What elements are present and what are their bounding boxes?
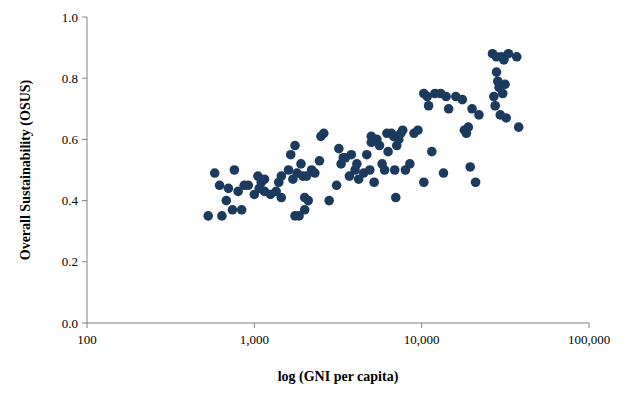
point (439, 168, 449, 178)
point (464, 122, 474, 132)
point (284, 165, 294, 175)
x-tick-label: 100,000 (568, 332, 610, 347)
point (222, 196, 232, 206)
point (514, 122, 524, 132)
y-tick-label: 0.6 (62, 132, 79, 147)
point (441, 92, 451, 102)
point (419, 177, 429, 187)
point (332, 181, 342, 191)
point (362, 150, 372, 160)
point (490, 101, 500, 111)
point (324, 196, 334, 206)
point (413, 125, 423, 135)
point (391, 193, 401, 203)
y-tick-label: 0.2 (62, 254, 78, 269)
point (303, 196, 313, 206)
x-tick (421, 323, 422, 328)
point (290, 141, 300, 151)
point (474, 110, 484, 120)
point (217, 211, 227, 221)
y-tick (82, 17, 87, 18)
point (501, 113, 511, 123)
point (390, 165, 400, 175)
point (286, 150, 296, 160)
point (215, 181, 225, 191)
point (237, 205, 247, 215)
point (365, 165, 375, 175)
point (465, 162, 475, 172)
y-tick (82, 200, 87, 201)
point (512, 52, 522, 62)
point (405, 159, 415, 169)
points (203, 49, 523, 221)
point (504, 49, 514, 59)
y-tick-label: 0.4 (62, 193, 79, 208)
x-axis-label: log (GNI per capita) (278, 369, 399, 385)
point (300, 205, 310, 215)
y-axis (87, 17, 88, 323)
point (230, 165, 240, 175)
point (203, 211, 213, 221)
x-tick (589, 323, 590, 328)
point (424, 101, 434, 111)
point (243, 181, 253, 191)
y-tick (82, 139, 87, 140)
x-axis (87, 323, 589, 324)
x-tick-label: 10,000 (404, 332, 440, 347)
y-axis-label: Overall Sustainability (OSUS) (18, 79, 34, 260)
point (319, 128, 329, 138)
point (398, 125, 408, 135)
point (334, 144, 344, 154)
point (500, 80, 510, 90)
point (315, 156, 325, 166)
point (228, 205, 238, 215)
point (277, 193, 287, 203)
x-tick-label: 1,000 (240, 332, 269, 347)
point (498, 89, 508, 99)
point (210, 168, 220, 178)
point (310, 168, 320, 178)
point (224, 184, 234, 194)
point (369, 177, 379, 187)
point (347, 150, 357, 160)
point (444, 104, 454, 114)
x-tick-label: 100 (77, 332, 97, 347)
point (489, 92, 499, 102)
point (375, 141, 385, 151)
y-tick-label: 0.8 (62, 71, 78, 86)
y-tick-label: 1.0 (62, 10, 78, 25)
point (380, 165, 390, 175)
point (260, 174, 270, 184)
point (352, 159, 362, 169)
point (492, 67, 502, 77)
point (458, 95, 468, 105)
x-tick (254, 323, 255, 328)
point (383, 147, 393, 157)
point (471, 177, 481, 187)
y-tick-label: 0.0 (62, 316, 78, 331)
y-tick (82, 323, 87, 324)
chart: 0.0 0.2 0.4 0.6 0.8 1.0 100 1,000 10,000 100,000 l… (0, 0, 632, 400)
y-tick (82, 78, 87, 79)
point (296, 159, 306, 169)
point (427, 147, 437, 157)
y-tick (82, 261, 87, 262)
x-tick (87, 323, 88, 328)
